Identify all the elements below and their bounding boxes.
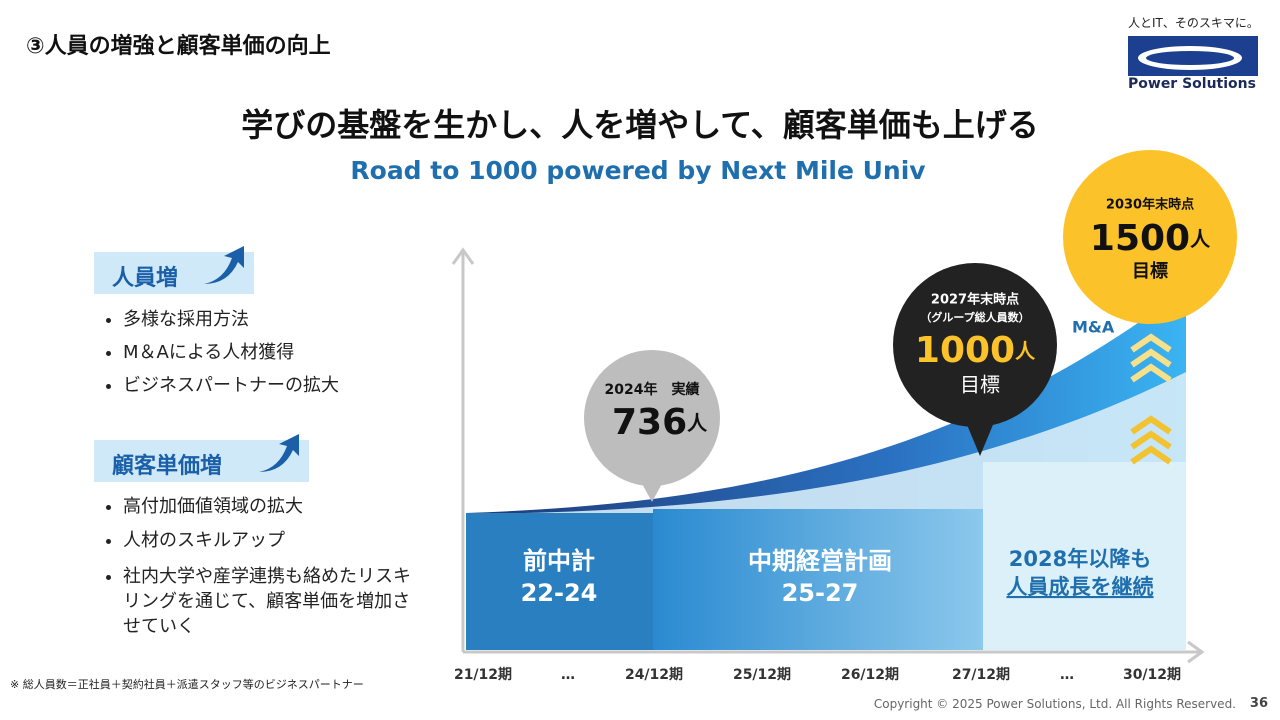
- number: 736: [612, 402, 687, 443]
- phase-block: [983, 462, 1186, 650]
- x-label: 27/12期: [952, 667, 1010, 683]
- bullet-item: ビジネスパートナーの拡大: [123, 369, 339, 402]
- bubble-label: 2027年末時点: [931, 292, 1019, 308]
- subtitle: Road to 1000 powered by Next Mile Univ: [350, 156, 926, 185]
- x-labels: 21/12期 … 24/12期 25/12期 26/12期 27/12期 … 30/12期: [454, 667, 1181, 683]
- heading-box: [94, 440, 309, 482]
- bubble-note: （グループ総人員数）: [920, 310, 1029, 324]
- bubble-number: 736人: [612, 402, 708, 443]
- phase-period: 25-27: [782, 579, 859, 607]
- phase-block: [466, 513, 653, 650]
- bullet-item: 社内大学や産学連携も絡めたリスキリングを通じて、顧客単価を増加させていく: [123, 564, 423, 639]
- bullet-item: 高付加価値領域の拡大: [123, 490, 423, 524]
- phase-period: 人員成長を継続: [1007, 575, 1154, 599]
- up-arrow-icon: [204, 246, 244, 284]
- chevrons: [1130, 333, 1172, 383]
- chevrons: [1130, 415, 1172, 465]
- bullet-list: 高付加価値領域の拡大 人材のスキルアップ 社内大学や産学連携も絡めたリスキリング…: [105, 490, 423, 639]
- x-label: 30/12期: [1123, 667, 1181, 683]
- bubble-pointer: [965, 420, 995, 456]
- x-label: 25/12期: [733, 667, 791, 683]
- x-label: …: [1060, 667, 1074, 683]
- bubble: [584, 350, 720, 486]
- bubble-number: 1500人: [1090, 218, 1211, 259]
- x-label: 26/12期: [841, 667, 899, 683]
- unit: 人: [1190, 227, 1211, 251]
- up-arrow-icon: [259, 434, 299, 472]
- number: 1000: [915, 330, 1015, 371]
- bullet-item: M＆Aによる人材獲得: [123, 336, 339, 369]
- group-heading: 人員増: [112, 266, 179, 291]
- group-heading: 顧客単価増: [112, 454, 223, 479]
- x-label: 24/12期: [625, 667, 683, 683]
- footnote: ※ 総人員数＝正社員＋契約社員＋派遣スタッフ等のビジネスパートナー: [10, 678, 364, 691]
- headline: 学びの基盤を生かし、人を増やして、顧客単価も上げる: [241, 106, 1039, 144]
- y-axis-arrow: [451, 247, 475, 265]
- x-label: …: [561, 667, 575, 683]
- x-label: 21/12期: [454, 667, 512, 683]
- bullet-item: 人材のスキルアップ: [123, 524, 423, 558]
- bubble-suffix: 目標: [960, 373, 1000, 397]
- x-axis-arrow: [1187, 640, 1205, 664]
- bubble-suffix: 目標: [1132, 260, 1168, 282]
- logo-mark: [1128, 36, 1258, 76]
- phase-block: [653, 509, 983, 650]
- unit: 人: [1015, 339, 1036, 363]
- bubble-label: 2030年末時点: [1106, 197, 1194, 213]
- phase-period: 22-24: [521, 579, 598, 607]
- number: 1500: [1090, 218, 1190, 259]
- unit: 人: [687, 411, 708, 435]
- bubble: [1063, 150, 1237, 324]
- copyright: Copyright © 2025 Power Solutions, Ltd. A…: [873, 697, 1236, 711]
- phase-name: 中期経営計画: [748, 547, 892, 575]
- bullet-item: 多様な採用方法: [123, 303, 339, 336]
- page-number: 36: [1249, 696, 1268, 711]
- bubble: [893, 263, 1057, 427]
- tagline: 人とIT、そのスキマに。: [1128, 16, 1259, 30]
- section-title: ③人員の増強と顧客単価の向上: [26, 34, 331, 59]
- logo-name: Power Solutions: [1128, 76, 1256, 92]
- ma-label: M&A: [1072, 318, 1115, 337]
- bubble-number: 1000人: [915, 330, 1036, 371]
- bubble-label: 2024年 実績: [605, 381, 700, 398]
- bullet-list: 多様な採用方法 M＆Aによる人材獲得 ビジネスパートナーの拡大: [105, 303, 339, 402]
- phase-name: 2028年以降も: [1009, 547, 1151, 571]
- phase-name: 前中計: [523, 547, 595, 575]
